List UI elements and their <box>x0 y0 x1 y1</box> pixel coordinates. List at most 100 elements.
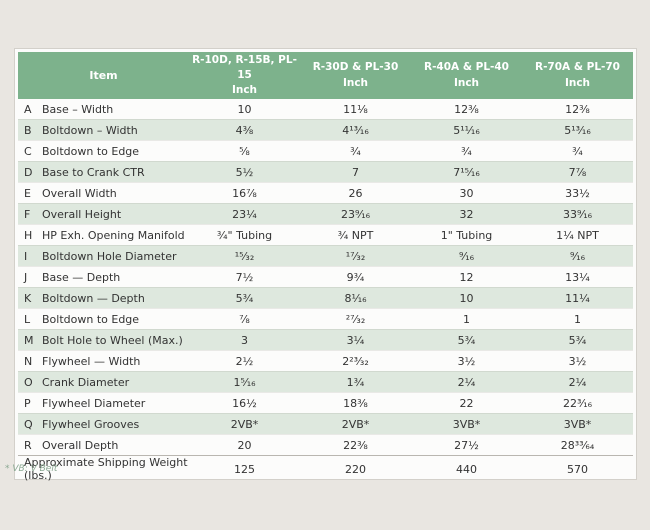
row-value-col4: 3VB* <box>563 417 592 431</box>
vb-footnote: * VB: V Belt <box>5 464 58 474</box>
row-value-col3: 5¾ <box>457 333 476 347</box>
spec-row: Q Flywheel Grooves 2VB* 2VB* 3VB* 3VB* <box>18 413 633 434</box>
row-letter: Q <box>24 417 33 431</box>
row-value-col1: 16⅞ <box>232 186 257 200</box>
row-letter: B <box>24 123 32 137</box>
row-item-label: Boltdown to Edge <box>42 312 140 326</box>
row-value-col2: ¾ NPT <box>337 228 374 242</box>
row-value-col3: 2¼ <box>457 375 476 389</box>
spec-row: J Base — Depth 7½ 9¾ 12 13¼ <box>18 266 633 287</box>
row-value-col3: 3½ <box>457 354 476 368</box>
row-letter: J <box>24 270 28 284</box>
row-item-label: Base — Depth <box>42 270 121 284</box>
header-col-r40a: R-40A & PL-40 Inch <box>411 60 522 90</box>
row-letter: A <box>24 102 32 116</box>
row-value-col1: 2VB* <box>230 417 259 431</box>
header-col-r10d: R-10D, R-15B, PL-15 Inch <box>189 53 300 99</box>
row-value-col4: 2¼ <box>568 375 587 389</box>
row-value-col2: ²⁷⁄₃₂ <box>345 312 366 326</box>
row-value-col4: 1¼ NPT <box>556 228 599 242</box>
header-col-r70a: R-70A & PL-70 Inch <box>522 60 633 90</box>
spec-table-body: A Base – Width 10 11⅛ 12⅜ 12⅜ B Boltdown… <box>18 99 633 455</box>
header-col-unit: Inch <box>453 76 480 89</box>
spec-row: E Overall Width 16⅞ 26 30 33½ <box>18 182 633 203</box>
spec-row: P Flywheel Diameter 16½ 18⅜ 22 22³⁄₁₆ <box>18 392 633 413</box>
row-letter: N <box>24 354 33 368</box>
row-value-col2: 3¼ <box>346 333 365 347</box>
row-value-col1: 2½ <box>235 354 254 368</box>
row-letter: P <box>24 396 31 410</box>
row-letter: E <box>24 186 31 200</box>
row-value-col3: ⁹⁄₁₆ <box>458 249 475 263</box>
row-letter: O <box>24 375 33 389</box>
row-value-col4: 1 <box>574 312 581 326</box>
row-value-col2: 4¹³⁄₁₆ <box>342 123 369 137</box>
row-value-col1: 23¼ <box>232 207 257 221</box>
row-item-label: Base to Crank CTR <box>42 165 145 179</box>
row-value-col4: 7⅞ <box>568 165 587 179</box>
row-value-col1: 20 <box>237 438 252 452</box>
spec-row: R Overall Depth 20 22⅜ 27½ 28³³⁄₆₄ <box>18 434 633 455</box>
row-value-col4: 11¼ <box>565 291 590 305</box>
spec-row: L Boltdown to Edge ⅞ ²⁷⁄₃₂ 1 1 <box>18 308 633 329</box>
row-value-col1: 16½ <box>232 396 257 410</box>
row-value-col2: 2²³⁄₃₂ <box>342 354 369 368</box>
row-value-col4: 12⅜ <box>565 102 590 116</box>
row-letter: R <box>24 438 32 452</box>
row-value-col3: ¾ <box>461 144 472 158</box>
row-letter: D <box>24 165 33 179</box>
row-item-label: Flywheel Diameter <box>42 396 146 410</box>
row-value-col3: 12 <box>459 270 474 284</box>
header-col-unit: Inch <box>231 84 258 97</box>
row-value-col2: ¹⁷⁄₃₂ <box>345 249 366 263</box>
row-value-col4: 33⁹⁄₁₆ <box>562 207 593 221</box>
row-value-col2: 8¹⁄₁₆ <box>344 291 367 305</box>
row-item-label: Bolt Hole to Wheel (Max.) <box>42 333 183 347</box>
spec-row: D Base to Crank CTR 5½ 7 7¹⁵⁄₁₆ 7⅞ <box>18 161 633 182</box>
row-item-label: Overall Width <box>42 186 117 200</box>
row-value-col3: 1 <box>463 312 470 326</box>
row-value-col1: 7½ <box>235 270 254 284</box>
row-value-col1: ⅝ <box>239 144 250 158</box>
row-letter: K <box>24 291 32 305</box>
spec-row: M Bolt Hole to Wheel (Max.) 3 3¼ 5¾ 5¾ <box>18 329 633 350</box>
row-value-col2: 23⁹⁄₁₆ <box>340 207 371 221</box>
row-value-col2: 26 <box>348 186 363 200</box>
header-col-unit: Inch <box>564 76 591 89</box>
row-value-col1: ⅞ <box>239 312 250 326</box>
row-value-col2: 7 <box>352 165 359 179</box>
row-value-col3: 10 <box>459 291 474 305</box>
row-letter: C <box>24 144 32 158</box>
shipping-weight-col3: 440 <box>456 462 477 476</box>
row-value-col2: 18⅜ <box>343 396 368 410</box>
header-col-models: R-40A & PL-40 <box>423 61 509 74</box>
spec-row: I Boltdown Hole Diameter ¹⁵⁄₃₂ ¹⁷⁄₃₂ ⁹⁄₁… <box>18 245 633 266</box>
header-col-models: R-70A & PL-70 <box>534 61 620 74</box>
row-value-col3: 12⅜ <box>454 102 479 116</box>
row-value-col1: 10 <box>237 102 252 116</box>
row-value-col3: 1" Tubing <box>440 228 493 242</box>
spec-table: Item R-10D, R-15B, PL-15 Inch R-30D & PL… <box>14 48 637 482</box>
row-value-col2: 9¾ <box>346 270 365 284</box>
row-value-col4: ¾ <box>572 144 583 158</box>
header-col-models: R-30D & PL-30 <box>312 61 399 74</box>
row-value-col2: 2VB* <box>341 417 370 431</box>
header-col-r30d: R-30D & PL-30 Inch <box>300 60 411 90</box>
header-col-unit: Inch <box>342 76 369 89</box>
spec-row: O Crank Diameter 1⁵⁄₁₆ 1¾ 2¼ 2¼ <box>18 371 633 392</box>
row-item-label: Boltdown – Width <box>42 123 138 137</box>
row-item-label: Boltdown — Depth <box>42 291 145 305</box>
header-col-models: R-10D, R-15B, PL-15 <box>192 53 297 81</box>
row-item-label: HP Exh. Opening Manifold <box>42 228 185 242</box>
row-letter: I <box>24 249 28 263</box>
row-item-label: Crank Diameter <box>42 375 130 389</box>
spec-row: F Overall Height 23¼ 23⁹⁄₁₆ 32 33⁹⁄₁₆ <box>18 203 633 224</box>
row-item-label: Flywheel — Width <box>42 354 141 368</box>
row-value-col2: ¾ <box>350 144 361 158</box>
shipping-weight-col1: 125 <box>234 462 255 476</box>
row-item-label: Boltdown to Edge <box>42 144 140 158</box>
row-letter: L <box>24 312 31 326</box>
row-letter: M <box>24 333 34 347</box>
row-letter: H <box>24 228 33 242</box>
row-value-col4: ⁹⁄₁₆ <box>569 249 586 263</box>
